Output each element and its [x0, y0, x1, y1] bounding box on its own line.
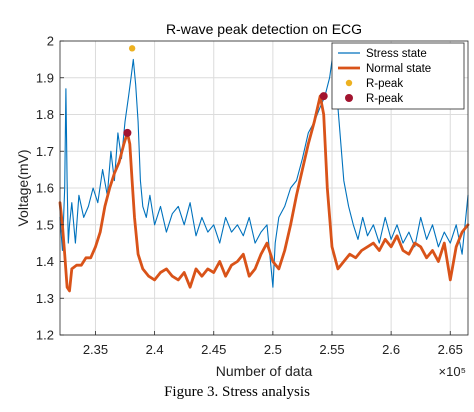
normal-state-line: [58, 94, 470, 293]
y-tick-label: 1.6: [36, 181, 54, 196]
legend-label: Stress state: [366, 48, 427, 60]
legend-label: R-peak: [366, 78, 403, 90]
y-tick-label: 1.3: [36, 291, 54, 306]
y-tick-label: 2: [47, 34, 54, 49]
y-tick-label: 1.5: [36, 217, 54, 232]
r-peak-marker: [123, 128, 132, 137]
r-peak-marker: [319, 92, 328, 101]
x-tick-label: 2.55: [319, 342, 344, 357]
figure-caption: Figure 3. Stress analysis: [164, 384, 310, 400]
x-tick-label: 2.4: [146, 342, 164, 357]
stress-state-line: [59, 51, 469, 288]
y-tick-label: 1.8: [36, 107, 54, 122]
legend: Stress state Normal state R-peak R-peak: [331, 42, 465, 110]
chart-title: R-wave peak detection on ECG: [166, 21, 362, 37]
legend-label: R-peak: [366, 93, 403, 105]
legend-swatch: [345, 79, 353, 87]
y-tick-label: 1.9: [36, 70, 54, 85]
ecg-chart: 2.35 2.4 2.45 2.5 2.55 2.6 2.65 1.2 1.3 1.4 1.5 1.6…: [15, 21, 470, 379]
legend-label: Normal state: [366, 63, 431, 75]
legend-box: [331, 42, 465, 110]
y-tick-label: 1.2: [36, 328, 54, 343]
y-tick-label: 1.4: [36, 254, 54, 269]
x-exponent-label: ×10⁵: [439, 364, 466, 379]
r-peak-marker: [128, 45, 136, 52]
legend-swatch: [345, 94, 353, 102]
tick-labels: 2.35 2.4 2.45 2.5 2.55 2.6 2.65 1.2 1.3 1.4 1.5 1.6…: [36, 34, 463, 358]
y-axis-label: Voltage(mV): [15, 149, 31, 226]
y-tick-label: 1.7: [36, 144, 54, 159]
x-tick-label: 2.6: [382, 342, 400, 357]
x-tick-label: 2.5: [264, 342, 282, 357]
x-tick-label: 2.35: [83, 342, 108, 357]
x-axis-label: Number of data: [216, 363, 313, 379]
x-tick-label: 2.65: [438, 342, 463, 357]
x-tick-label: 2.45: [201, 342, 226, 357]
